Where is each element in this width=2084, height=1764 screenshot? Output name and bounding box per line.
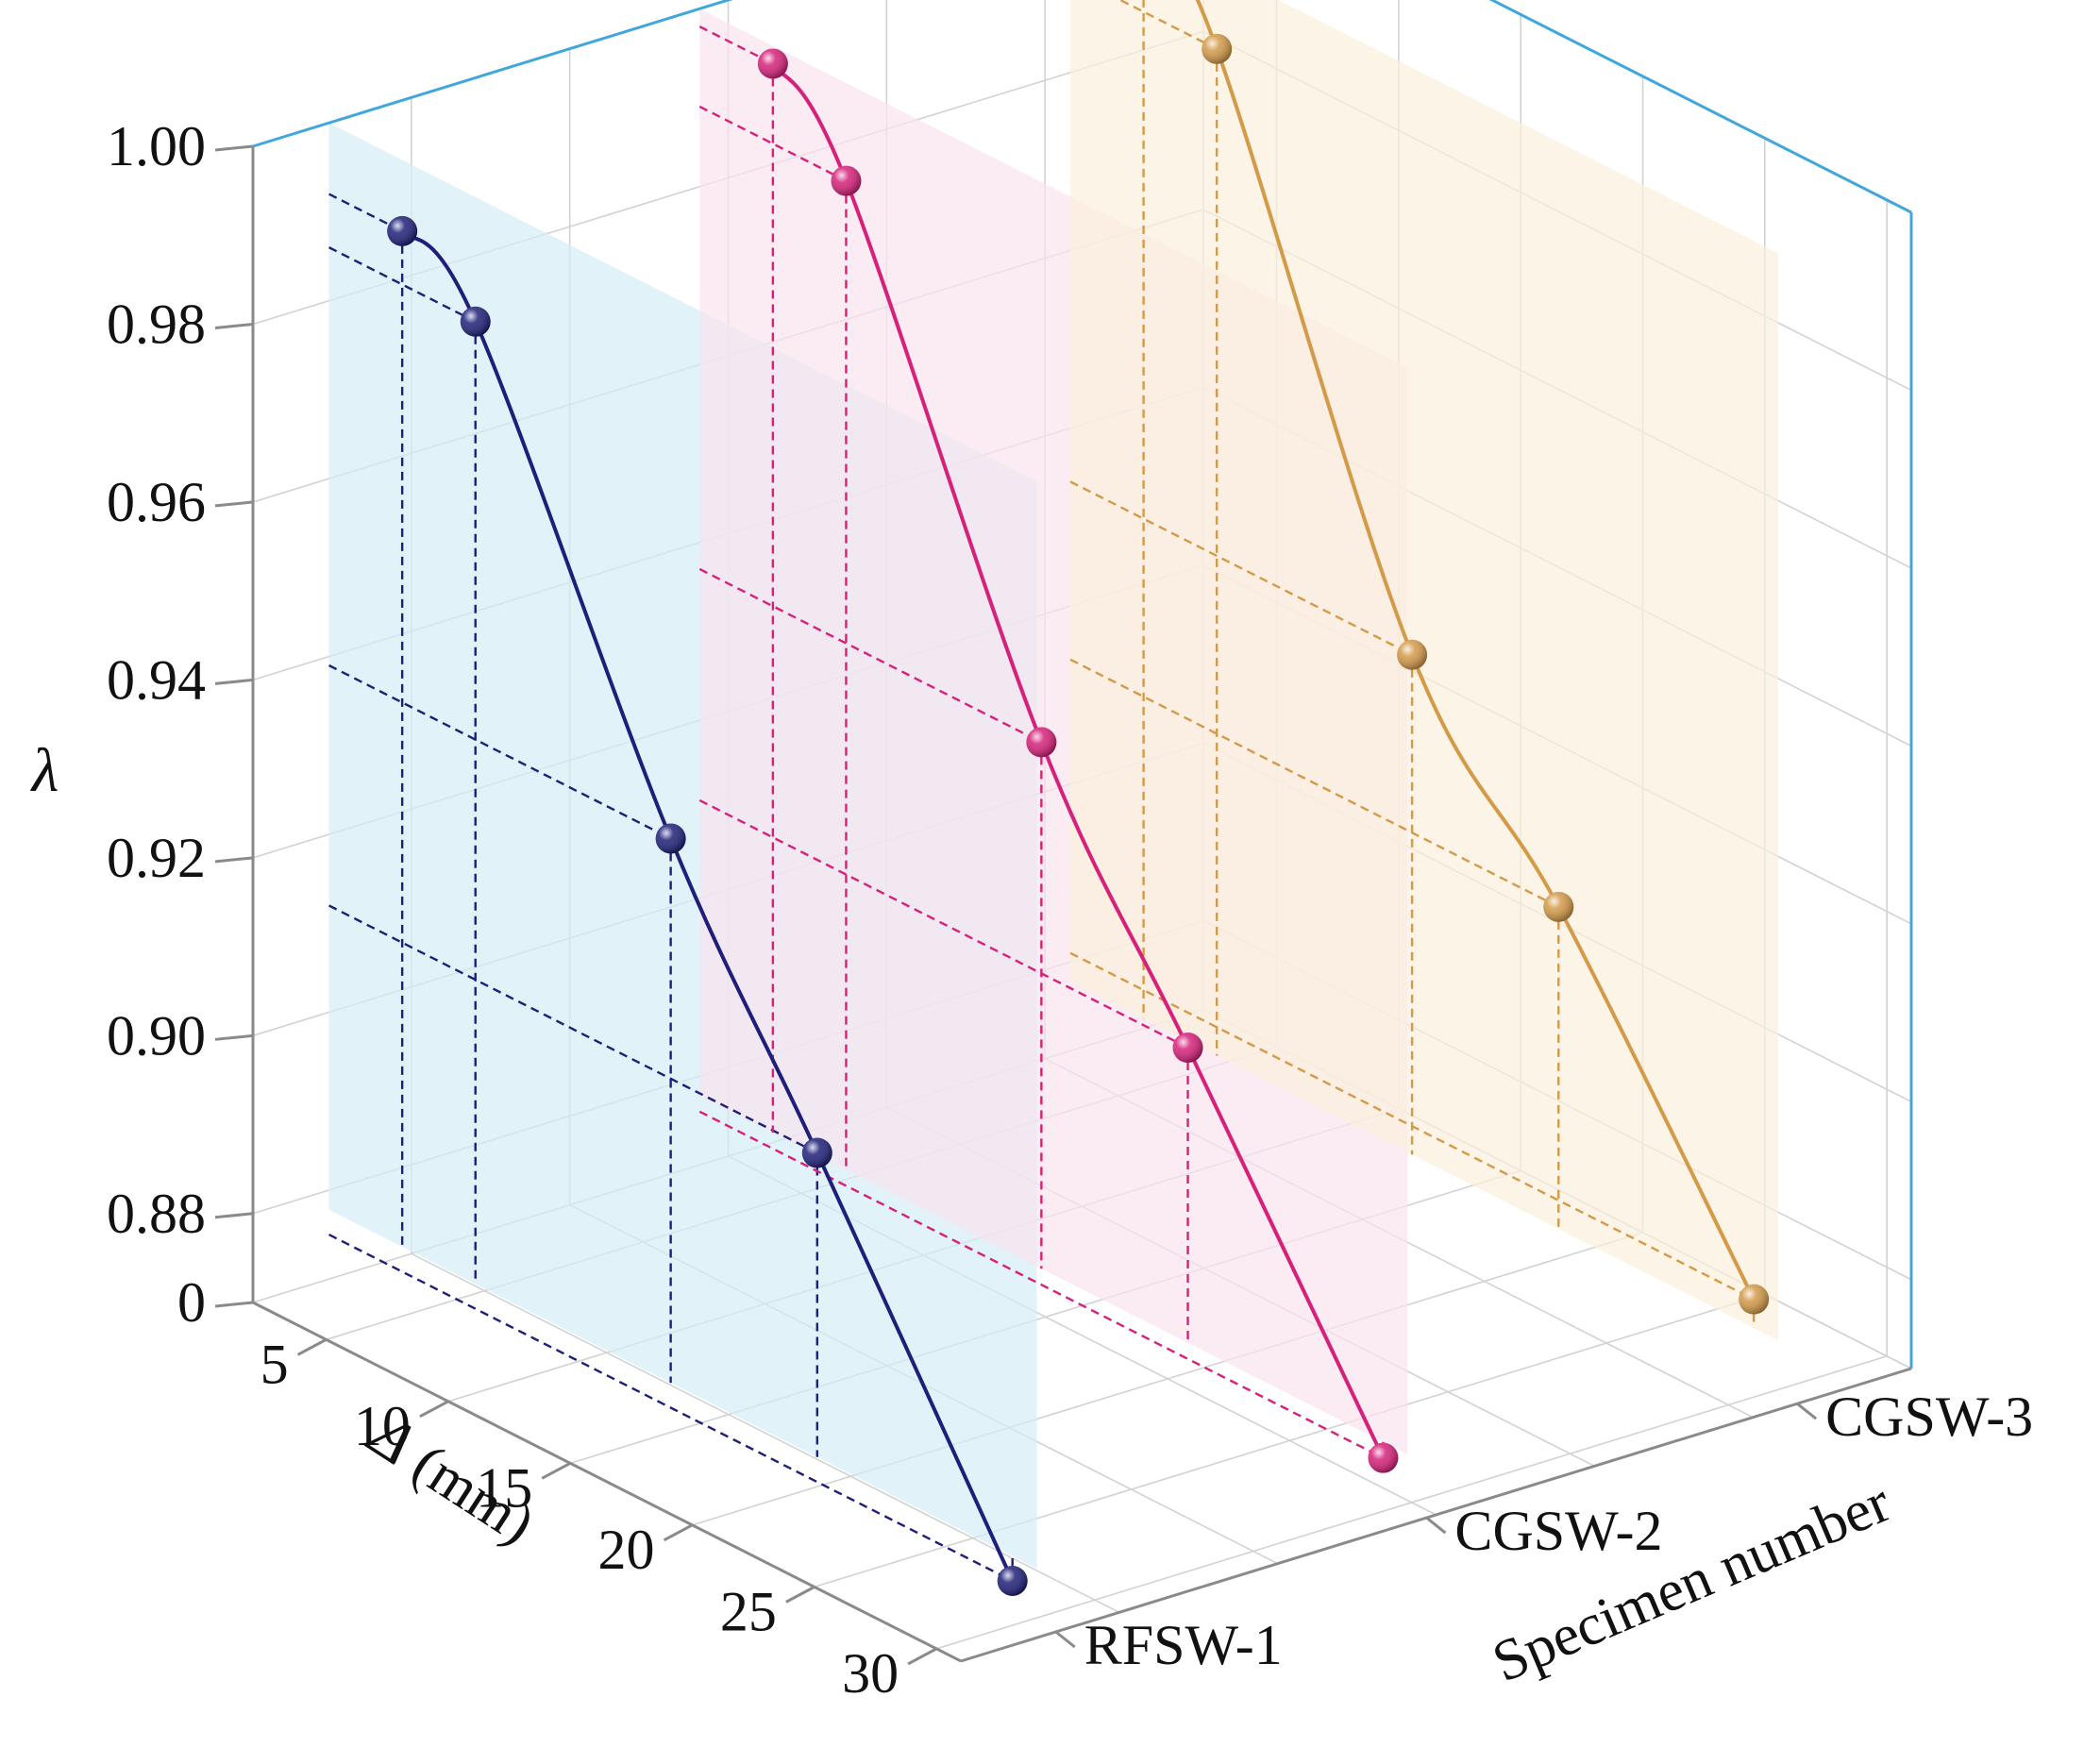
x-tick-label: CGSW-3 [1825,1386,2033,1448]
x-tick [1425,1516,1447,1535]
data-point-highlight [1368,1442,1399,1473]
y-tick-label: 5 [260,1333,289,1395]
data-point-highlight [801,1137,832,1168]
z-tick [214,678,254,685]
data-point-highlight [1739,1284,1770,1315]
data-point-highlight [460,306,491,337]
z-tick-label: 0.98 [107,293,206,355]
y-tick-label: 10 [354,1395,411,1457]
data-point-highlight [1543,891,1574,922]
data-point-highlight [757,48,788,79]
z-tick-label: 0.92 [107,827,206,889]
z-tick [214,1301,254,1308]
data-point-highlight [1397,639,1428,670]
x-axis-line [960,1367,1912,1663]
y-tick [296,1337,328,1356]
z-tick [214,1033,254,1041]
z-tick-label: 0 [177,1271,206,1334]
x-tick-label: CGSW-2 [1454,1500,1662,1562]
z-tick-label: 0.90 [107,1004,206,1067]
drop-line-horizontal [1069,658,1559,908]
y-tick [663,1523,694,1542]
drop-line-horizontal [1069,480,1413,656]
drop-line-horizontal [328,904,818,1154]
drop-line-horizontal [328,1234,1014,1583]
data-point-highlight [1202,33,1233,64]
x-tick [1796,1403,1818,1420]
y-tick-label: 30 [842,1642,899,1705]
z-tick [214,856,254,864]
data-point-highlight [1172,1033,1203,1064]
y-axis-line [252,1301,962,1663]
specimen-plane [1070,0,1779,1340]
x-tick-label: RFSW-1 [1084,1614,1283,1676]
y-tick [541,1462,571,1480]
y-tick [419,1400,449,1419]
z-tick-label: 0.88 [107,1183,206,1245]
data-point-highlight [655,823,686,854]
drop-line-horizontal [1069,951,1755,1301]
data-point-highlight [387,215,418,246]
drop-line-horizontal [698,567,1042,744]
y-tick-label: 15 [476,1456,532,1519]
z-tick-label: 0.94 [107,648,206,711]
y-tick-label: 25 [720,1580,777,1642]
data-point-highlight [831,165,862,196]
data-point-highlight [1026,727,1057,758]
y-tick-label: 20 [598,1519,655,1581]
drop-line-horizontal [698,798,1189,1050]
z-tick [214,500,254,508]
z-tick [214,322,254,329]
top-right-edge [1488,0,1912,214]
z-tick-label: 1.00 [107,115,206,177]
x-tick [1054,1630,1076,1649]
y-tick [907,1647,937,1666]
z-tick [214,1212,254,1219]
y-tick [785,1586,815,1604]
z-tick-label: 0.96 [107,471,206,533]
drop-line-horizontal [698,1110,1384,1459]
z-axis-title: λ [30,736,59,805]
top-back-edge [252,0,733,148]
z-tick [214,144,254,152]
drop-line-horizontal [328,664,672,840]
data-point-highlight [997,1565,1028,1596]
